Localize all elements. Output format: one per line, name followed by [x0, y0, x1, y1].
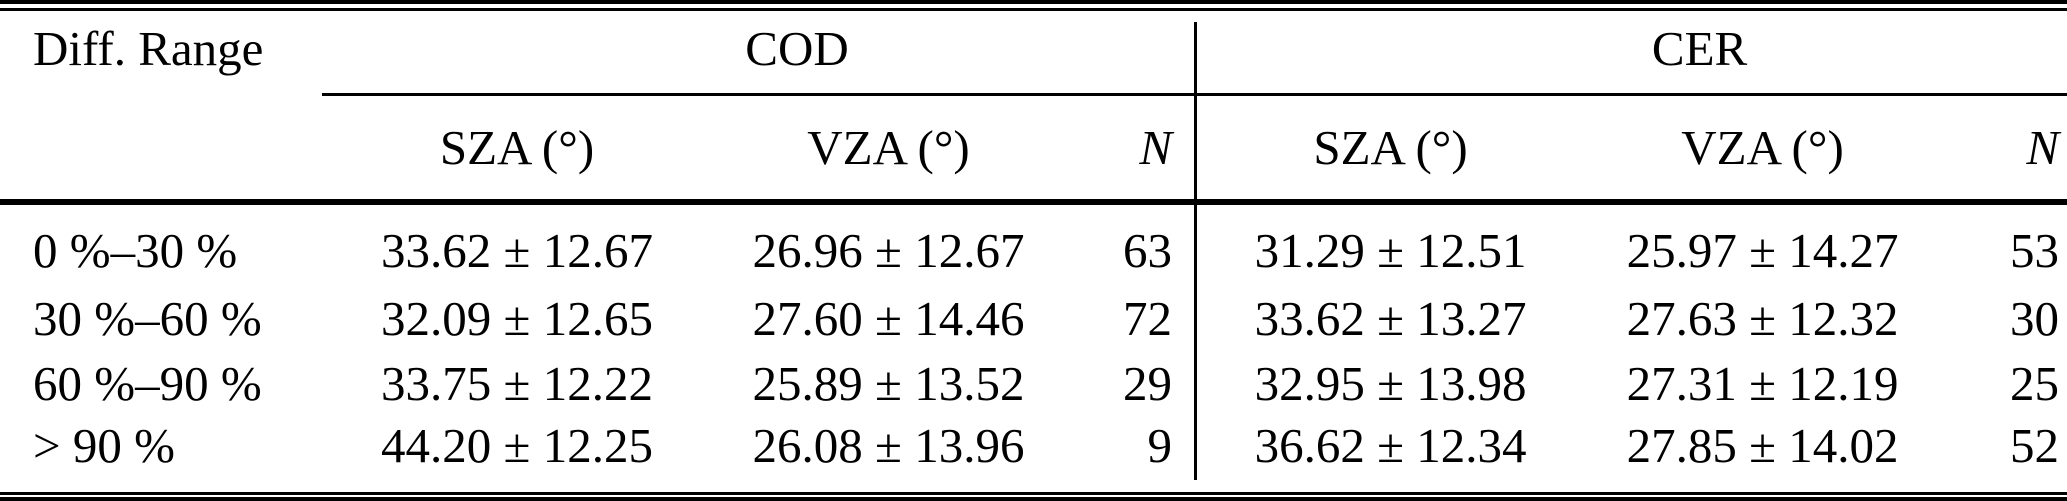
empty-corner-cell	[0, 96, 322, 199]
cell-cod-sza: 32.09 ± 12.65	[381, 291, 653, 346]
cell-cer-sza: 31.29 ± 12.51	[1254, 222, 1527, 278]
cell-cer-vza: 27.31 ± 12.19	[1626, 356, 1899, 411]
cell-cod-n: 9	[1147, 417, 1173, 473]
cell-cer-vza: 25.97 ± 14.27	[1626, 222, 1899, 278]
cell-cod-sza: 44.20 ± 12.25	[381, 417, 653, 473]
group-header-row: Diff. Range COD CER	[0, 0, 2067, 96]
table-row: 30 %–60 % 32.09 ± 12.65 27.60 ± 14.46 72…	[0, 286, 2067, 351]
cod-cer-vertical-divider	[1194, 22, 1197, 480]
cell-cer-n: 25	[2010, 356, 2060, 411]
col-header-cer-sza: SZA (°)	[1313, 120, 1468, 175]
cell-cod-sza: 33.75 ± 12.22	[381, 356, 653, 411]
cell-cod-vza: 26.08 ± 13.96	[752, 417, 1025, 473]
group-header-cod: COD	[745, 20, 849, 76]
col-header-cod-vza: VZA (°)	[807, 120, 970, 175]
bottom-rule-thin	[0, 492, 2067, 495]
cell-cod-n: 63	[1123, 222, 1173, 278]
cell-range: 0 %–30 %	[33, 222, 238, 278]
top-rule-thick	[0, 0, 2067, 4]
cell-cod-n: 29	[1123, 356, 1173, 411]
cell-cer-n: 30	[2010, 291, 2060, 346]
col-header-cod-sza: SZA (°)	[439, 120, 595, 175]
col-header-cer-n: N	[2026, 120, 2060, 175]
col-header-cer-vza: VZA (°)	[1681, 120, 1844, 175]
cell-range: 60 %–90 %	[33, 356, 262, 411]
cell-cer-vza: 27.85 ± 14.02	[1626, 417, 1899, 473]
cell-range: 30 %–60 %	[33, 291, 262, 346]
cell-range: > 90 %	[33, 417, 175, 473]
top-rule-thin	[0, 8, 2067, 11]
corner-header-diff-range: Diff. Range	[33, 20, 264, 76]
cell-cod-vza: 25.89 ± 13.52	[752, 356, 1025, 411]
cell-cer-vza: 27.63 ± 12.32	[1626, 291, 1899, 346]
cell-cer-sza: 33.62 ± 13.27	[1254, 291, 1527, 346]
table-row: 0 %–30 % 33.62 ± 12.67 26.96 ± 12.67 63 …	[0, 199, 2067, 286]
cell-cod-vza: 26.96 ± 12.67	[752, 222, 1025, 278]
table-row: > 90 % 44.20 ± 12.25 26.08 ± 13.96 9 36.…	[0, 416, 2067, 494]
col-header-cod-n: N	[1139, 120, 1173, 175]
cell-cod-vza: 27.60 ± 14.46	[752, 291, 1025, 346]
cell-cer-sza: 36.62 ± 12.34	[1254, 417, 1527, 473]
group-header-cer: CER	[1651, 20, 1748, 76]
cell-cer-n: 53	[2010, 222, 2060, 278]
cell-cod-n: 72	[1123, 291, 1173, 346]
cell-cod-sza: 33.62 ± 12.67	[381, 222, 653, 278]
sub-header-row: SZA (°) VZA (°) N SZA (°) VZA (°) N	[0, 96, 2067, 199]
cell-cer-n: 52	[2010, 417, 2060, 473]
table-row: 60 %–90 % 33.75 ± 12.22 25.89 ± 13.52 29…	[0, 351, 2067, 416]
header-body-rule	[0, 199, 2067, 205]
bottom-rule-thick	[0, 497, 2067, 501]
cell-cer-sza: 32.95 ± 13.98	[1254, 356, 1527, 411]
